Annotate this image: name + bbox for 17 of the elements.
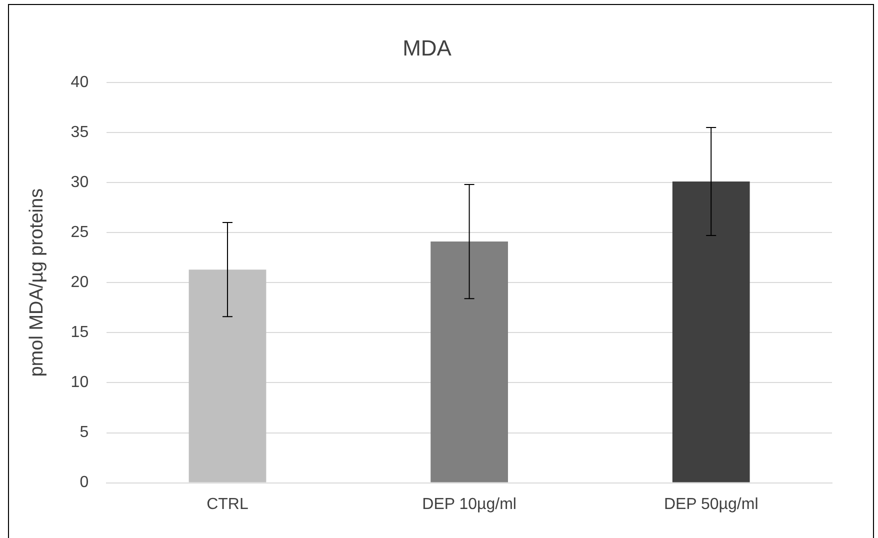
y-tick-label: 20 — [70, 274, 89, 292]
y-axis-title: pmol MDA/µg proteins — [26, 188, 48, 377]
x-tick-label: DEP 10µg/ml — [422, 496, 516, 513]
y-tick-label: 5 — [80, 424, 89, 442]
y-tick-label: 15 — [70, 324, 89, 342]
x-tick-label: CTRL — [206, 496, 248, 513]
x-tick-label: DEP 50µg/ml — [664, 496, 758, 513]
chart-title: MDA — [402, 35, 452, 60]
y-tick-label: 10 — [70, 374, 89, 392]
y-tick-label: 40 — [70, 74, 89, 91]
y-tick-label: 35 — [70, 124, 89, 141]
bar — [188, 270, 266, 482]
bar — [672, 182, 750, 482]
y-tick-label: 0 — [80, 474, 89, 492]
y-tick-label: 25 — [70, 224, 89, 241]
bar — [430, 242, 508, 482]
y-tick-label: 30 — [70, 174, 89, 191]
